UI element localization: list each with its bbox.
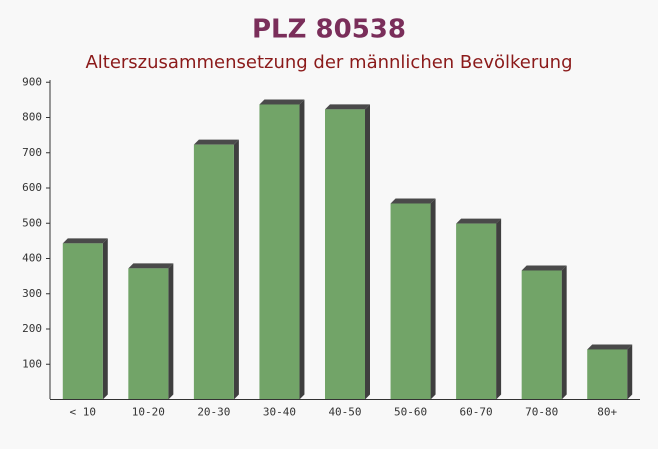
bar-top — [62, 238, 108, 244]
bar-side — [168, 263, 174, 400]
bar — [325, 109, 365, 400]
chart-title: PLZ 80538 — [252, 15, 406, 45]
x-tick-label: 30-40 — [263, 406, 296, 419]
bar — [587, 349, 628, 400]
bar — [390, 203, 431, 400]
bar — [521, 270, 562, 400]
bar-top — [390, 198, 436, 204]
bar-side — [233, 139, 239, 400]
bar-top — [259, 99, 305, 105]
bar-top — [193, 139, 239, 145]
bar — [193, 144, 234, 400]
bar-top — [456, 218, 502, 224]
y-tick-label: 400 — [22, 252, 42, 265]
bar-side — [430, 198, 436, 400]
y-tick-label: 200 — [22, 322, 42, 335]
bar-top — [325, 104, 370, 110]
bar-side — [102, 238, 108, 400]
x-tick-label: < 10 — [70, 406, 97, 419]
bar-side — [561, 265, 567, 400]
y-tick-label: 500 — [22, 216, 42, 229]
y-tick-label: 700 — [22, 146, 42, 159]
bar-top — [128, 263, 174, 269]
bar-top — [587, 344, 633, 350]
x-tick-label: 60-70 — [460, 406, 493, 419]
x-tick-label: 70-80 — [525, 406, 558, 419]
x-tick-label: 10-20 — [132, 406, 165, 419]
y-tick-label: 600 — [22, 181, 42, 194]
bar-side — [496, 218, 502, 400]
bar — [456, 223, 497, 400]
x-tick-label: 20-30 — [197, 406, 230, 419]
bar — [62, 243, 103, 400]
x-tick-label: 40-50 — [328, 406, 361, 419]
chart-subtitle: Alterszusammensetzung der männlichen Bev… — [85, 52, 572, 73]
y-tick-label: 800 — [22, 111, 42, 124]
bar-top — [521, 265, 567, 271]
y-tick-label: 100 — [22, 357, 42, 370]
bar-side — [627, 344, 633, 400]
y-tick-label: 300 — [22, 287, 42, 300]
bar — [259, 104, 300, 400]
bar — [128, 268, 169, 400]
y-tick-label: 900 — [22, 75, 42, 88]
x-tick-label: 80+ — [597, 406, 617, 419]
bar-side — [365, 104, 370, 400]
bar-side — [299, 99, 305, 400]
x-tick-label: 50-60 — [394, 406, 427, 419]
